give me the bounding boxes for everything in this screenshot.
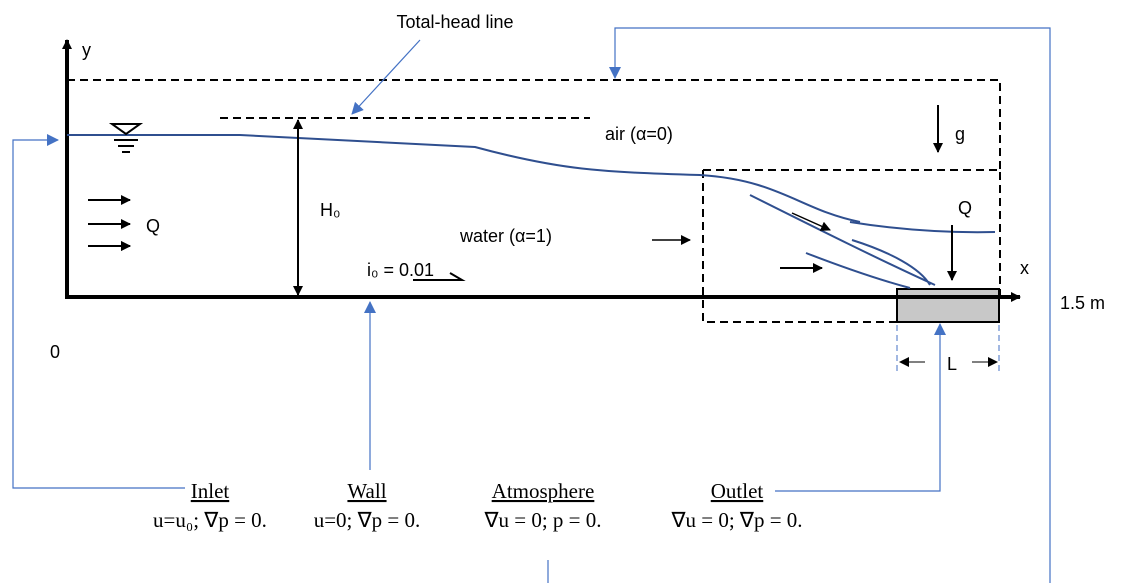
boundary-condition: u=0; ∇p = 0.: [314, 508, 421, 532]
boundary-name: Outlet: [711, 479, 764, 503]
inlet-q-label: Q: [146, 216, 160, 236]
outlet-q-label: Q: [958, 198, 972, 218]
origin-label: 0: [50, 342, 60, 362]
labels: Total-head line y air (α=0) g Q H₀ water…: [50, 12, 1105, 532]
boundary-name: Wall: [347, 479, 386, 503]
slope-label: i₀ = 0.01: [367, 260, 434, 280]
boundary-condition: ∇u = 0; p = 0.: [483, 508, 601, 532]
boundary-name: Inlet: [191, 479, 230, 503]
leaders: [12, 27, 1051, 583]
head-label: H₀: [320, 200, 340, 220]
outlet-length-label: L: [947, 354, 957, 374]
length-label: 1.5 m: [1060, 293, 1105, 313]
gravity-label: g: [955, 124, 965, 144]
domain: [62, 39, 1021, 372]
water-label: water (α=1): [459, 226, 552, 246]
boundary-condition: ∇u = 0; ∇p = 0.: [670, 508, 802, 532]
total-head-label: Total-head line: [396, 12, 513, 32]
air-label: air (α=0): [605, 124, 673, 144]
boundary-condition: u=u₀; ∇p = 0.: [153, 508, 267, 532]
boundary-name: Atmosphere: [492, 479, 595, 503]
x-axis-label: x: [1020, 258, 1029, 278]
y-axis-label: y: [82, 40, 91, 60]
